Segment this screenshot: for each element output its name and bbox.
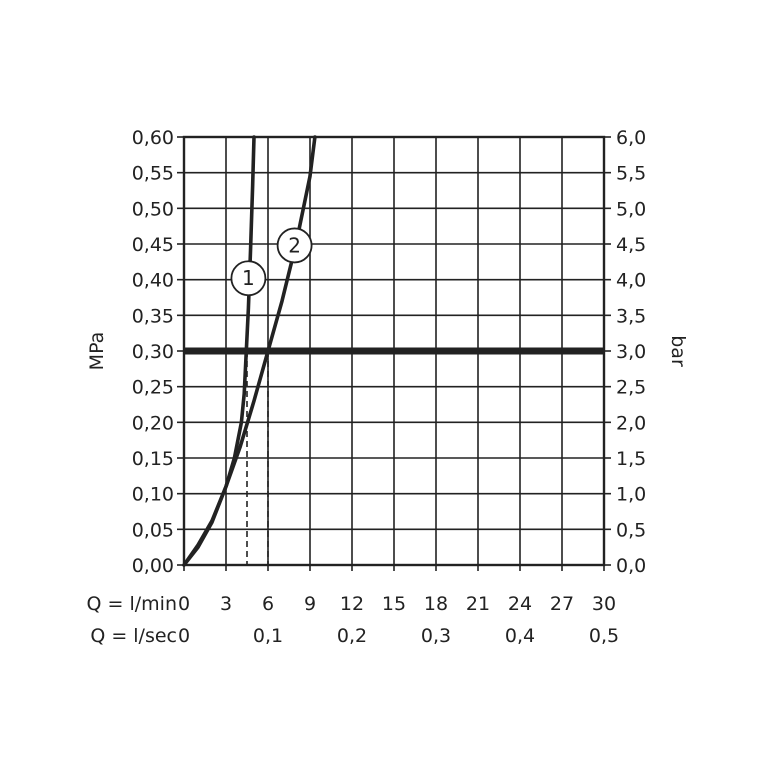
right-tick-label: 6,0 (616, 127, 646, 149)
series-line-2 (182, 135, 317, 567)
right-axis-title: bar (667, 335, 689, 367)
right-tick-label: 0,0 (616, 555, 646, 577)
right-tick-label: 2,0 (616, 412, 646, 434)
right-tick-label: 2,5 (616, 377, 646, 399)
left-tick-label: 0,15 (132, 448, 174, 470)
series-marker-label-2: 2 (288, 233, 301, 257)
left-tick-label: 0,20 (132, 412, 174, 434)
x-primary-tick-label: 24 (508, 593, 532, 615)
x-axis-primary-title: Q = l/min (87, 593, 177, 615)
x-primary-tick-label: 9 (304, 593, 316, 615)
left-tick-label: 0,45 (132, 234, 174, 256)
left-tick-label: 0,35 (132, 305, 174, 327)
series-marker-2 (276, 227, 313, 264)
right-tick-label: 3,0 (616, 341, 646, 363)
right-tick-label: 1,0 (616, 484, 646, 506)
right-tick-label: 4,5 (616, 234, 646, 256)
x-primary-tick-label: 6 (262, 593, 274, 615)
x-primary-tick-label: 3 (220, 593, 232, 615)
tick-labels: 0,00 0,00,05 0,50,10 1,00,15 1,50,20 2,00,25 2… (132, 127, 647, 647)
x-secondary-tick-label: 0,2 (337, 625, 367, 647)
x-primary-tick-label: 12 (340, 593, 364, 615)
x-primary-tick-label: 18 (424, 593, 448, 615)
left-tick-label: 0,30 (132, 341, 174, 363)
right-tick-label: 3,5 (616, 305, 646, 327)
x-secondary-tick-label: 0,3 (421, 625, 451, 647)
x-secondary-tick-label: 0,1 (253, 625, 283, 647)
x-primary-tick-label: 15 (382, 593, 406, 615)
x-primary-tick-label: 27 (550, 593, 574, 615)
x-primary-tick-label: 30 (592, 593, 616, 615)
right-tick-label: 1,5 (616, 448, 646, 470)
left-tick-label: 0,60 (132, 127, 174, 149)
right-tick-label: 0,5 (616, 519, 646, 541)
right-tick-label: 4,0 (616, 270, 646, 292)
x-secondary-tick-label: 0,4 (505, 625, 535, 647)
left-tick-label: 0,40 (132, 270, 174, 292)
left-tick-label: 0,05 (132, 519, 174, 541)
series-group: 12 (182, 135, 317, 567)
left-tick-label: 0,25 (132, 377, 174, 399)
left-tick-label: 0,55 (132, 163, 174, 185)
right-tick-label: 5,5 (616, 163, 646, 185)
right-tick-label: 5,0 (616, 198, 646, 220)
x-secondary-tick-label: 0 (178, 625, 190, 647)
x-primary-tick-label: 0 (178, 593, 190, 615)
x-secondary-tick-label: 0,5 (589, 625, 619, 647)
left-axis-title: MPa (86, 332, 108, 371)
series-marker-label-1: 1 (242, 266, 255, 290)
left-tick-label: 0,00 (132, 555, 174, 577)
x-primary-tick-label: 21 (466, 593, 490, 615)
left-tick-label: 0,10 (132, 484, 174, 506)
left-tick-label: 0,50 (132, 198, 174, 220)
series-marker-1 (230, 260, 267, 297)
x-axis-secondary-title: Q = l/sec (90, 625, 177, 647)
